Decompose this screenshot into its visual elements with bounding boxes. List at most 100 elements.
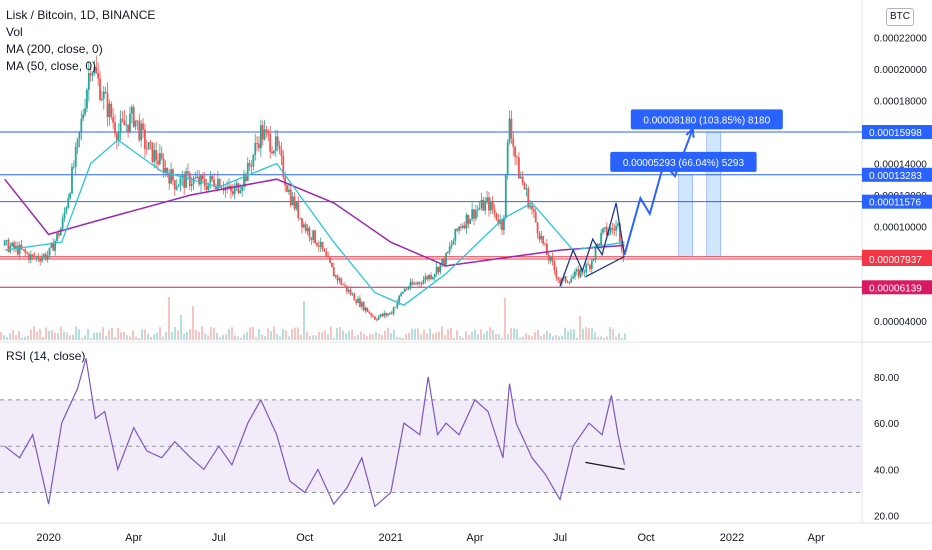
candle-body (417, 282, 419, 284)
candle-body (428, 275, 431, 280)
candle-body (82, 114, 85, 119)
candle-body (469, 219, 472, 224)
measure-label-box[interactable] (610, 151, 757, 172)
candle-body (233, 187, 236, 195)
price-level-badge[interactable] (862, 194, 932, 209)
volume-bar (516, 329, 518, 340)
candle-body (110, 103, 113, 118)
volume-bar (36, 331, 38, 340)
time-axis-tick-label: Jul (553, 532, 567, 544)
volume-bar (453, 337, 455, 340)
candle-body (598, 243, 601, 246)
price-level-badge[interactable] (862, 251, 932, 266)
candle-body (596, 243, 599, 247)
volume-bar (303, 301, 305, 340)
ma50-legend[interactable]: MA (50, close, 0) (6, 59, 97, 73)
price-level-badge[interactable] (862, 125, 932, 140)
candle-body (431, 277, 434, 279)
candle-body (551, 257, 554, 262)
measure-label-text: 0.00005293 (66.04%) 5293 (623, 158, 745, 169)
symbol-legend[interactable]: Lisk / Bitcoin, 1D, BINANCE (6, 8, 156, 22)
candle-body (407, 288, 410, 290)
time-axis-tick-label: 2022 (720, 532, 744, 544)
candle-body (35, 256, 38, 258)
candle-body (441, 259, 444, 264)
candle-body (293, 196, 296, 209)
candle-body (289, 189, 292, 205)
rsi-legend[interactable]: RSI (14, close) (6, 349, 86, 363)
ma50-line[interactable] (4, 139, 625, 306)
rsi-line[interactable] (4, 358, 626, 508)
currency-badge[interactable]: BTC (886, 8, 914, 26)
candle-body (301, 218, 303, 228)
candle-body (209, 175, 212, 183)
candle-body (37, 256, 40, 260)
price-level-badge[interactable] (862, 167, 932, 182)
measure-range-box[interactable] (706, 131, 722, 258)
volume-bar (75, 326, 77, 340)
volume-bar (579, 315, 581, 340)
volume-bar (510, 328, 512, 340)
price-level-badge[interactable] (862, 280, 932, 295)
candle-body (525, 188, 528, 190)
ma200-line[interactable] (4, 178, 625, 267)
volume-bar (291, 328, 293, 340)
volume-bar (492, 329, 494, 340)
candle-body (422, 279, 425, 285)
candle-body (99, 78, 101, 100)
volume-bar (351, 329, 353, 340)
candle-body (20, 244, 23, 250)
candle-body (461, 225, 464, 228)
volume-bar (171, 332, 173, 340)
measure-label-box[interactable] (630, 109, 783, 130)
candle-body (196, 176, 199, 178)
candle-body (284, 177, 287, 186)
time-axis-tick-label: 2020 (36, 532, 60, 544)
volume-bar (444, 335, 446, 340)
candle-body (175, 186, 178, 190)
volume-bar (540, 336, 542, 340)
candle-body (145, 148, 148, 150)
volume-bar (615, 336, 617, 340)
candle-body (514, 146, 517, 158)
candle-body (351, 293, 354, 295)
volume-bar (21, 337, 23, 340)
volume-bar (54, 332, 56, 340)
volume-bar (477, 334, 479, 340)
rsi-divergence-line[interactable] (585, 461, 625, 470)
volume-bar (168, 297, 170, 340)
candle-body (433, 274, 436, 278)
volume-legend[interactable]: Vol (6, 25, 23, 39)
candle-body (39, 259, 42, 262)
volume-bar (243, 333, 245, 340)
trend-line[interactable] (584, 255, 625, 278)
candle-body (87, 73, 90, 90)
volume-bar (270, 330, 272, 340)
candle-body (13, 242, 15, 249)
candle-body (338, 278, 341, 281)
trend-line[interactable] (559, 202, 626, 287)
candle-body (273, 150, 275, 154)
volume-bar (216, 332, 218, 340)
candle-body (248, 163, 251, 167)
candle-body (177, 185, 180, 187)
volume-bar (108, 330, 110, 340)
candle-body (388, 312, 391, 314)
candle-body (467, 214, 470, 224)
candle-body (190, 183, 193, 186)
candle-body (603, 227, 606, 229)
ma200-legend[interactable]: MA (200, close, 0) (6, 42, 103, 56)
volume-bar (237, 336, 239, 340)
volume-bar (423, 329, 425, 340)
candle-body (22, 249, 25, 250)
volume-bar (591, 327, 593, 340)
volume-bar (489, 327, 491, 340)
candle-body (577, 269, 580, 277)
volume-bar (234, 335, 236, 340)
measure-range-box[interactable] (678, 174, 694, 258)
candle-body (314, 230, 316, 243)
candle-body (216, 179, 219, 189)
candle-body (366, 307, 369, 312)
candle-body (173, 180, 176, 190)
